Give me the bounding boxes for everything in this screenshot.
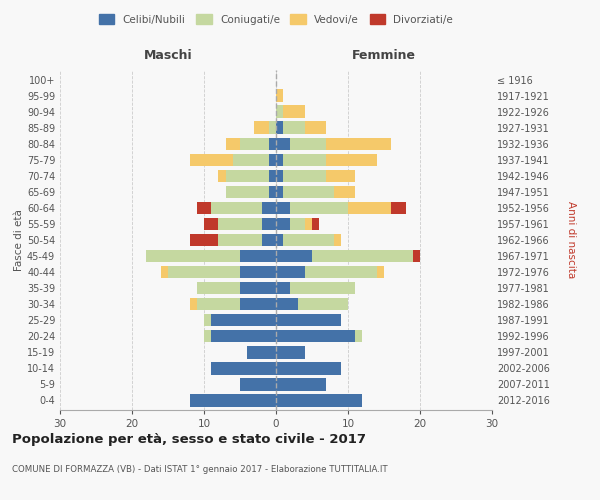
Bar	[326, 170, 355, 182]
Bar	[276, 266, 305, 278]
Bar	[298, 298, 348, 310]
Text: COMUNE DI FORMAZZA (VB) - Dati ISTAT 1° gennaio 2017 - Elaborazione TUTTITALIA.I: COMUNE DI FORMAZZA (VB) - Dati ISTAT 1° …	[12, 466, 388, 474]
Bar	[211, 330, 276, 342]
Bar	[413, 250, 420, 262]
Bar	[276, 282, 290, 294]
Bar	[226, 138, 240, 150]
Bar	[276, 314, 341, 326]
Bar	[240, 250, 276, 262]
Bar	[218, 170, 226, 182]
Bar	[240, 282, 276, 294]
Bar	[283, 106, 305, 118]
Bar	[211, 362, 276, 374]
Y-axis label: Anni di nascita: Anni di nascita	[566, 202, 577, 278]
Bar	[262, 234, 276, 246]
Bar	[283, 186, 334, 198]
Bar	[290, 282, 355, 294]
Bar	[377, 266, 384, 278]
Bar	[326, 154, 377, 166]
Text: Popolazione per età, sesso e stato civile - 2017: Popolazione per età, sesso e stato civil…	[12, 432, 366, 446]
Bar	[226, 170, 269, 182]
Bar	[240, 298, 276, 310]
Text: Femmine: Femmine	[352, 49, 416, 62]
Bar	[240, 378, 276, 390]
Bar	[190, 394, 276, 406]
Bar	[197, 282, 240, 294]
Bar	[276, 234, 283, 246]
Bar	[283, 154, 326, 166]
Bar	[218, 218, 262, 230]
Bar	[197, 298, 240, 310]
Bar	[276, 90, 283, 102]
Bar	[276, 170, 283, 182]
Bar	[269, 122, 276, 134]
Bar	[334, 186, 355, 198]
Bar	[204, 330, 211, 342]
Bar	[269, 154, 276, 166]
Bar	[283, 170, 326, 182]
Bar	[276, 394, 362, 406]
Bar	[283, 122, 305, 134]
Bar	[276, 186, 283, 198]
Bar	[305, 266, 377, 278]
Bar	[290, 138, 326, 150]
Bar	[290, 218, 305, 230]
Bar	[305, 122, 326, 134]
Bar	[262, 218, 276, 230]
Bar	[276, 154, 283, 166]
Bar	[218, 234, 262, 246]
Bar	[146, 250, 240, 262]
Bar	[355, 330, 362, 342]
Bar	[276, 346, 305, 358]
Bar	[269, 186, 276, 198]
Bar	[276, 298, 298, 310]
Bar	[276, 378, 326, 390]
Bar	[305, 218, 312, 230]
Bar	[276, 250, 312, 262]
Bar	[276, 362, 341, 374]
Y-axis label: Fasce di età: Fasce di età	[14, 209, 24, 271]
Bar	[190, 234, 218, 246]
Bar	[276, 330, 355, 342]
Bar	[276, 202, 290, 214]
Bar	[240, 138, 269, 150]
Bar	[276, 138, 290, 150]
Bar	[262, 202, 276, 214]
Bar	[269, 170, 276, 182]
Bar	[204, 314, 211, 326]
Bar	[190, 298, 197, 310]
Bar	[276, 122, 283, 134]
Bar	[204, 218, 218, 230]
Bar	[269, 138, 276, 150]
Bar	[348, 202, 391, 214]
Bar	[276, 218, 290, 230]
Bar	[240, 266, 276, 278]
Bar	[211, 202, 262, 214]
Bar	[312, 250, 413, 262]
Bar	[190, 154, 233, 166]
Bar	[254, 122, 269, 134]
Bar	[161, 266, 168, 278]
Bar	[226, 186, 269, 198]
Bar	[168, 266, 240, 278]
Bar	[290, 202, 348, 214]
Bar	[391, 202, 406, 214]
Text: Maschi: Maschi	[143, 49, 193, 62]
Bar	[276, 106, 283, 118]
Bar	[283, 234, 334, 246]
Legend: Celibi/Nubili, Coniugati/e, Vedovi/e, Divorziati/e: Celibi/Nubili, Coniugati/e, Vedovi/e, Di…	[95, 10, 457, 29]
Bar	[312, 218, 319, 230]
Bar	[197, 202, 211, 214]
Bar	[247, 346, 276, 358]
Bar	[334, 234, 341, 246]
Bar	[326, 138, 391, 150]
Bar	[233, 154, 269, 166]
Bar	[211, 314, 276, 326]
